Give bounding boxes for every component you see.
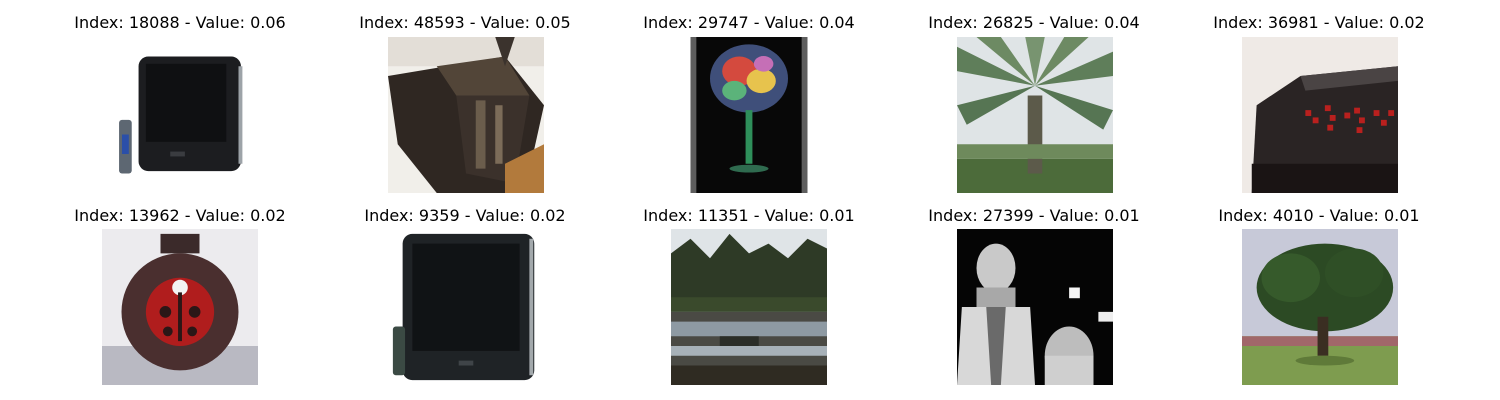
thumbnail-image bbox=[388, 37, 544, 193]
thumbnail-image bbox=[957, 229, 1113, 385]
cell-title: Index: 29747 - Value: 0.04 bbox=[643, 13, 855, 32]
thumbnail-image bbox=[102, 229, 258, 385]
cell-title: Index: 11351 - Value: 0.01 bbox=[643, 206, 855, 225]
cell-title: Index: 4010 - Value: 0.01 bbox=[1218, 206, 1420, 225]
cell-title: Index: 18088 - Value: 0.06 bbox=[74, 13, 286, 32]
cell-title: Index: 36981 - Value: 0.02 bbox=[1213, 13, 1425, 32]
cell-title: Index: 48593 - Value: 0.05 bbox=[359, 13, 571, 32]
thumbnail-image bbox=[671, 229, 827, 385]
cell-title: Index: 9359 - Value: 0.02 bbox=[364, 206, 566, 225]
thumbnail-image bbox=[957, 37, 1113, 193]
cell-title: Index: 26825 - Value: 0.04 bbox=[928, 13, 1140, 32]
cell-title: Index: 13962 - Value: 0.02 bbox=[74, 206, 286, 225]
thumbnail-image bbox=[1242, 229, 1398, 385]
thumbnail-image bbox=[388, 229, 544, 385]
thumbnail-image bbox=[1242, 37, 1398, 193]
thumbnail-image bbox=[671, 37, 827, 193]
cell-title: Index: 27399 - Value: 0.01 bbox=[928, 206, 1140, 225]
thumbnail-image bbox=[102, 37, 258, 193]
